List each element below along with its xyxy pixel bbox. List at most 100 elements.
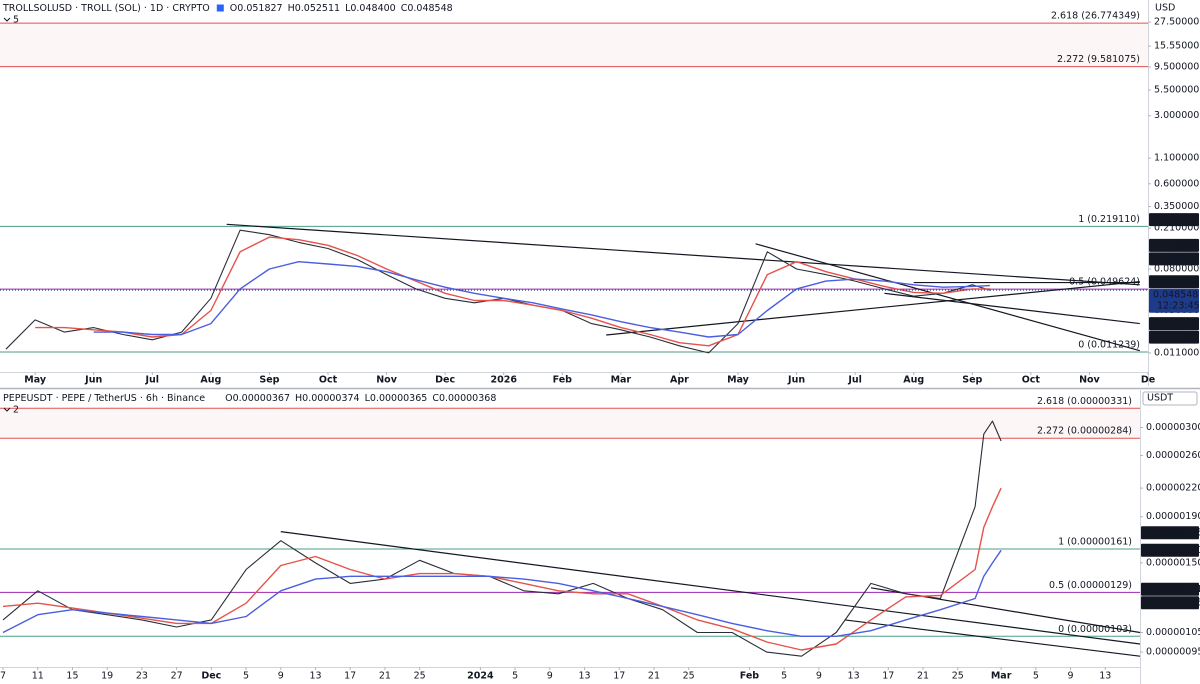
fib-label: 0.5 (0.00000129) [1049,580,1132,591]
fib-label: 2.618 (0.00000331) [1037,396,1132,407]
trend-line [884,292,1140,325]
x-tick-label: 21 [648,671,660,682]
price-tag [1149,213,1199,227]
x-tick-label: 17 [344,671,356,682]
fib-label: 2.618 (26.774349) [1051,11,1140,22]
x-tick-label: 5 [512,671,518,682]
header-bg [0,1,427,15]
indicator-count: 2 [13,405,19,416]
ohlc-value: H0.00000374 [295,393,360,404]
price-tag-label: 0.126190 [1153,253,1198,264]
fib-label: 1 (0.00000161) [1058,537,1132,548]
x-tick-label: Oct [319,375,338,386]
x-tick-label: 9 [816,671,822,682]
fib-label: 0 (0.011239) [1078,339,1140,350]
y-tick-label: 3.000000 [1154,110,1199,121]
price-tag-label: 0.00000131 [1145,584,1200,595]
x-tick-label: 13 [578,671,590,682]
symbol-title: PEPEUSDT · PEPE / TetherUS · 6h · Binanc… [3,393,205,404]
currency: USD [1155,3,1175,14]
x-tick-label: 11 [32,671,44,682]
symbol-title: TROLLSOLUSD · TROLL (SOL) · 1D · CRYPTO [2,3,210,14]
collapse-chevron [3,17,11,22]
x-tick-label: 2024 [467,671,494,682]
x-tick-label: 9 [278,671,284,682]
x-tick-label: 23 [136,671,148,682]
plot-area: 2.618 (0.00000331) 2.272 (0.00000284) 1 (0… [0,396,1140,657]
level-band [0,23,1148,67]
trend-line [844,619,1140,657]
x-tick-label: 27 [171,671,183,682]
x-tick-label: May [727,375,750,386]
x-tick-label: 25 [683,671,695,682]
y-tick-label: 5.500000 [1154,85,1199,96]
price-tag-label: 0.048548 [1153,290,1198,301]
x-tick-label: Jun [84,375,102,386]
ohlc-value: O0.051827 [230,3,283,14]
y-tick-label: 0.00000150 [1146,557,1200,568]
y-tick-label: 27.500000 [1154,17,1200,28]
y-tick-label: 0.00000095 [1146,647,1200,658]
y-tick-label: 0.00000300 [1146,422,1200,433]
indicator-count: 5 [13,15,19,26]
y-tick-label: 0.350000 [1154,201,1199,212]
x-tick-label: Jul [145,375,160,386]
moving-average [93,261,990,338]
y-tick-label: 0.00000220 [1146,483,1200,494]
fib-label: 2.272 (9.581075) [1057,54,1140,65]
symbol-marker [216,4,224,12]
x-tick-label: Mar [611,375,632,386]
fib-label: 1 (0.219110) [1078,214,1140,225]
price-tag [1141,543,1199,557]
x-tick-label: 15 [66,671,78,682]
x-tick-label: 13 [1099,671,1111,682]
currency: USDT [1147,393,1173,404]
moving-average [35,236,990,347]
price-tag-label: 0.00000125 [1145,597,1200,608]
price-tag-label: 0.00000175 [1145,527,1200,538]
price-line [2,420,1002,657]
price-tag-label: 0.059156 [1153,276,1198,287]
header: TROLLSOLUSD · TROLL (SOL) · 1D · CRYPTO O… [2,3,453,14]
price-tag-label: 0.00000160 [1145,545,1200,556]
price-tag [1149,252,1199,266]
x-tick-label: Sep [962,375,982,386]
price-tag [1141,526,1199,540]
x-tick-label: 21 [917,671,929,682]
x-tick-label: Apr [670,375,689,386]
moving-average [2,549,1002,637]
x-tick-label: 25 [414,671,426,682]
x-tick-label: Dec [435,375,455,386]
countdown: 12:23:45 [1157,301,1200,312]
fib-label: 0 (0.00000103) [1058,624,1132,635]
x-tick-label: De [1141,375,1155,386]
ohlc-value: L0.048400 [345,3,396,14]
x-tick-label: Feb [740,671,760,682]
x-tick-label: 21 [379,671,391,682]
fib-label: 2.272 (0.00000284) [1037,426,1132,437]
x-tick-label: Nov [1079,375,1100,386]
price-tag [1149,288,1199,313]
x-tick-label: 9 [1068,671,1074,682]
price-tag [1141,582,1199,596]
ohlc-value: C0.048548 [401,3,453,14]
x-tick-label: Oct [1022,375,1041,386]
ohlc-value: O0.00000367 [225,393,290,404]
x-tick-label: Jun [787,375,805,386]
x-tick-label: 5 [1033,671,1039,682]
header: PEPEUSDT · PEPE / TetherUS · 6h · Binanc… [3,393,496,404]
ohlc-value: L0.00000365 [365,393,428,404]
x-tick-label: Sep [259,375,279,386]
x-tick-label: 9 [547,671,553,682]
moving-average [2,487,1002,651]
x-tick-label: May [24,375,47,386]
trend-line [280,531,1140,645]
x-tick-label: 13 [848,671,860,682]
price-tag [1149,275,1199,289]
y-tick-label: 9.500000 [1154,61,1199,72]
currency-box [1142,391,1198,406]
price-tag [1149,238,1199,252]
